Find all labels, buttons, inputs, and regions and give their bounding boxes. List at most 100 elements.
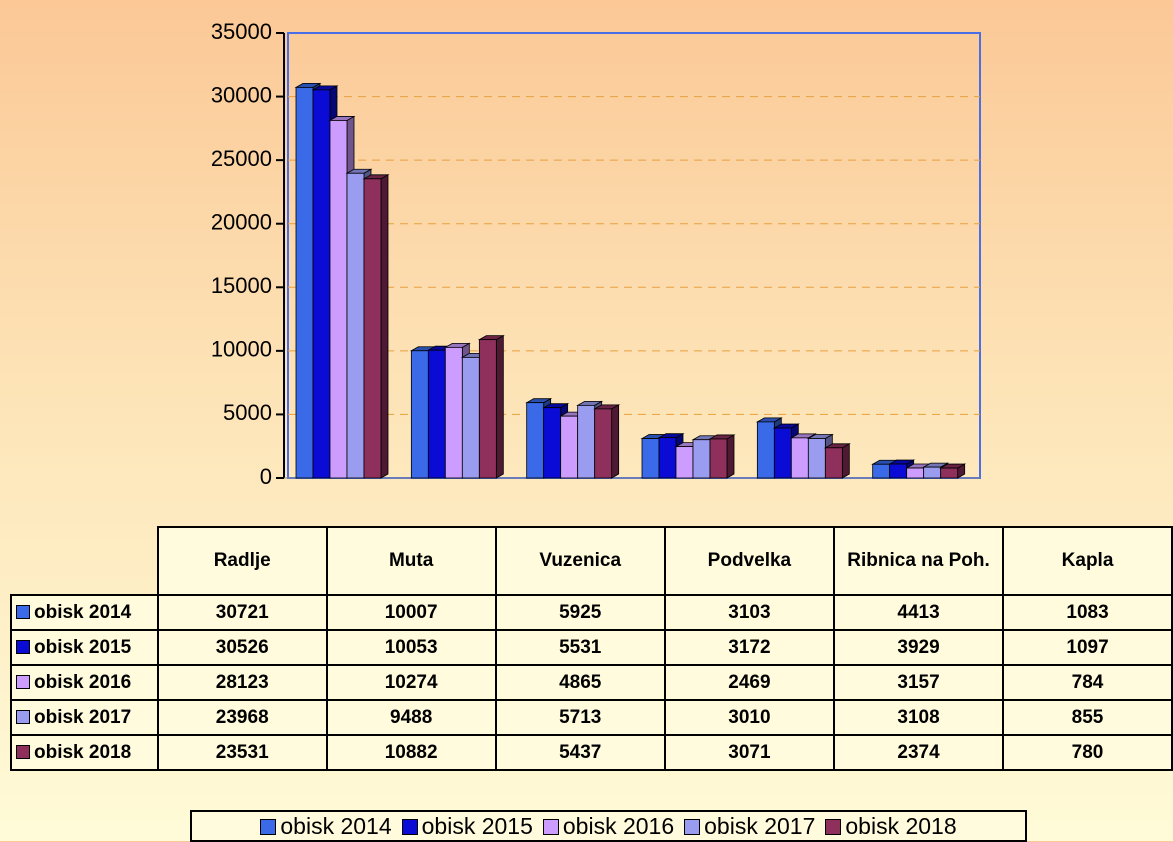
table-value: 3103 [663,594,836,631]
bar [363,178,382,479]
table-value: 780 [1002,734,1173,771]
table-value: 1083 [1002,594,1173,631]
bar [641,438,660,479]
bar [295,87,314,479]
row-header: obisk 2016 [10,664,159,701]
category-label: Podvelka [663,526,836,596]
bar [709,438,728,479]
legend-swatch [260,818,277,835]
table-value: 28123 [156,664,328,701]
table-row: obisk 2016 28123 10274 4865 2469 3157 784 [10,664,1173,701]
table-corner [11,527,159,596]
bar [444,346,463,479]
bar [560,415,579,479]
table-value: 23531 [156,734,328,771]
bar [658,437,677,479]
bar [329,120,348,479]
y-tick-label: 25000 [211,146,272,171]
table-value: 3157 [832,664,1005,701]
category-label: Muta [325,526,497,596]
bar [790,437,809,479]
table-value: 30721 [156,594,328,631]
table-value: 3108 [832,699,1005,736]
legend-item: obisk 2015 [401,812,533,840]
legend-item: obisk 2016 [542,812,675,840]
table-value: 3010 [663,699,836,736]
table-header-row: Radlje Muta Vuzenica Podvelka Ribnica na Poh… [11,526,1173,596]
y-tick-label: 0 [260,464,272,489]
y-tick-label: 35000 [211,19,272,44]
y-tick-label: 20000 [211,210,272,235]
row-header: obisk 2015 [10,629,159,666]
legend-swatch [401,818,418,835]
table-value: 5925 [494,594,666,631]
table-row: obisk 2014 30721 10007 5925 3103 4413 1083 [10,594,1173,631]
bar [923,466,942,479]
bar-side [726,434,735,479]
legend-label: obisk 2018 [845,812,957,839]
series-name: obisk 2016 [34,671,132,693]
table-value: 3172 [663,629,836,666]
bar [807,438,826,479]
table-value: 5713 [494,699,666,736]
legend-swatch [16,639,30,654]
table-value: 30526 [156,629,328,666]
bar [756,421,775,479]
table-value: 4413 [832,594,1005,631]
legend-label: obisk 2017 [704,812,816,839]
y-tick-label: 10000 [211,337,272,362]
table-value: 9488 [325,699,497,736]
table-value: 10274 [325,664,497,701]
bar [478,339,497,479]
bar [312,89,331,479]
legend-swatch [542,818,559,835]
category-label: Radlje [156,526,328,596]
legend-label: obisk 2014 [280,812,392,839]
table-value: 855 [1002,699,1173,736]
row-header: obisk 2014 [10,594,159,631]
y-tick-label: 15000 [211,273,272,298]
table-value: 2469 [663,664,836,701]
table-value: 784 [1002,664,1173,701]
y-tick-label: 30000 [211,82,272,107]
bar [577,404,596,479]
series-name: obisk 2015 [34,636,132,658]
table-value: 3071 [663,734,836,771]
bar [427,349,446,479]
legend-item: obisk 2017 [684,813,815,840]
table-value: 5437 [494,734,666,771]
legend: obisk 2014 obisk 2015 obisk 2016 obisk 2017… [190,810,1027,842]
table-row: obisk 2017 23968 9488 5713 3010 3108 855 [10,699,1173,736]
bar [773,427,792,479]
category-label: Kapla [1002,526,1173,596]
legend-swatch [16,604,30,619]
bar [824,447,843,479]
bar [410,350,429,479]
series-name: obisk 2014 [34,601,132,623]
legend-swatch [16,674,30,689]
bar [346,172,365,479]
bar [906,467,925,479]
series-name: obisk 2017 [34,706,132,728]
legend-label: obisk 2015 [421,812,533,839]
legend-swatch [684,818,701,835]
bar-side [611,404,620,479]
table-value: 10053 [325,629,497,666]
bar [889,463,908,479]
table-value: 4865 [494,664,666,701]
bar [692,439,711,479]
table-value: 23968 [156,699,328,736]
y-tick-label: 5000 [223,400,272,425]
row-header: obisk 2018 [10,734,159,771]
data-table: Radlje Muta Vuzenica Podvelka Ribnica na Poh… [10,526,1173,771]
legend-label: obisk 2016 [562,812,675,839]
bar [543,407,562,479]
table-value: 1097 [1002,629,1173,666]
bar [675,446,694,479]
table-row: obisk 2018 23531 10882 5437 3071 2374 780 [10,734,1173,771]
category-label: Ribnica na Poh. [832,526,1005,596]
table-value: 3929 [832,629,1005,666]
legend-item: obisk 2018 [825,812,957,840]
